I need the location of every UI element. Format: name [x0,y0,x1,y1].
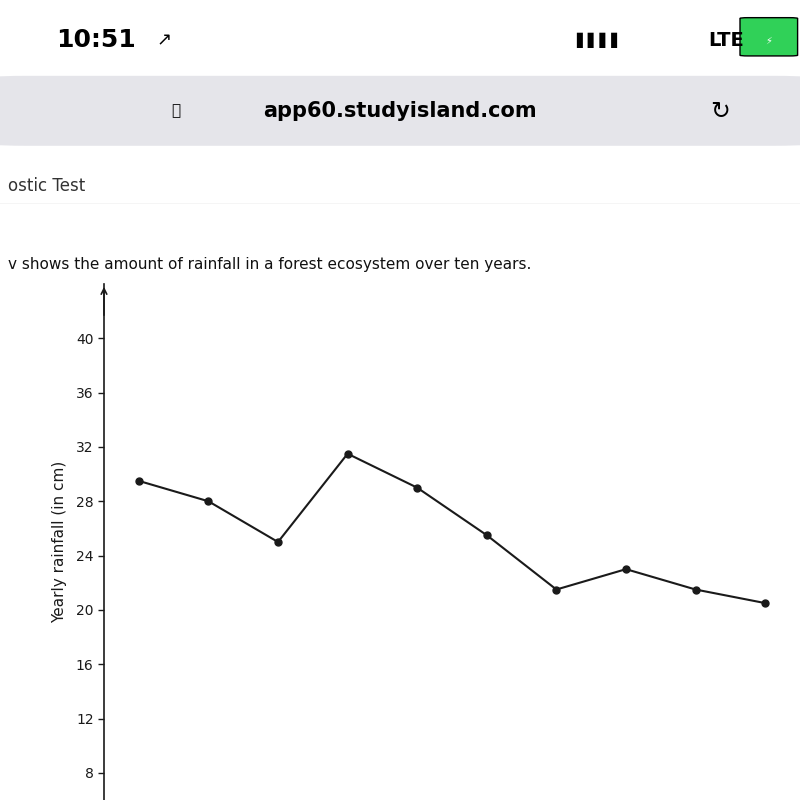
FancyBboxPatch shape [740,18,798,56]
Y-axis label: Yearly rainfall (in cm): Yearly rainfall (in cm) [53,461,67,623]
Text: v shows the amount of rainfall in a forest ecosystem over ten years.: v shows the amount of rainfall in a fore… [8,258,531,272]
Text: LTE: LTE [708,31,744,50]
Text: ⚡: ⚡ [766,35,772,46]
Text: 🔒: 🔒 [171,103,181,118]
FancyBboxPatch shape [0,76,800,146]
Text: app60.studyisland.com: app60.studyisland.com [263,101,537,121]
Text: ↻: ↻ [710,98,730,122]
Text: ostic Test: ostic Test [8,177,86,194]
Text: ↗: ↗ [156,31,171,50]
Text: 10:51: 10:51 [56,29,136,53]
Text: ▌▌▌▌: ▌▌▌▌ [576,33,623,48]
